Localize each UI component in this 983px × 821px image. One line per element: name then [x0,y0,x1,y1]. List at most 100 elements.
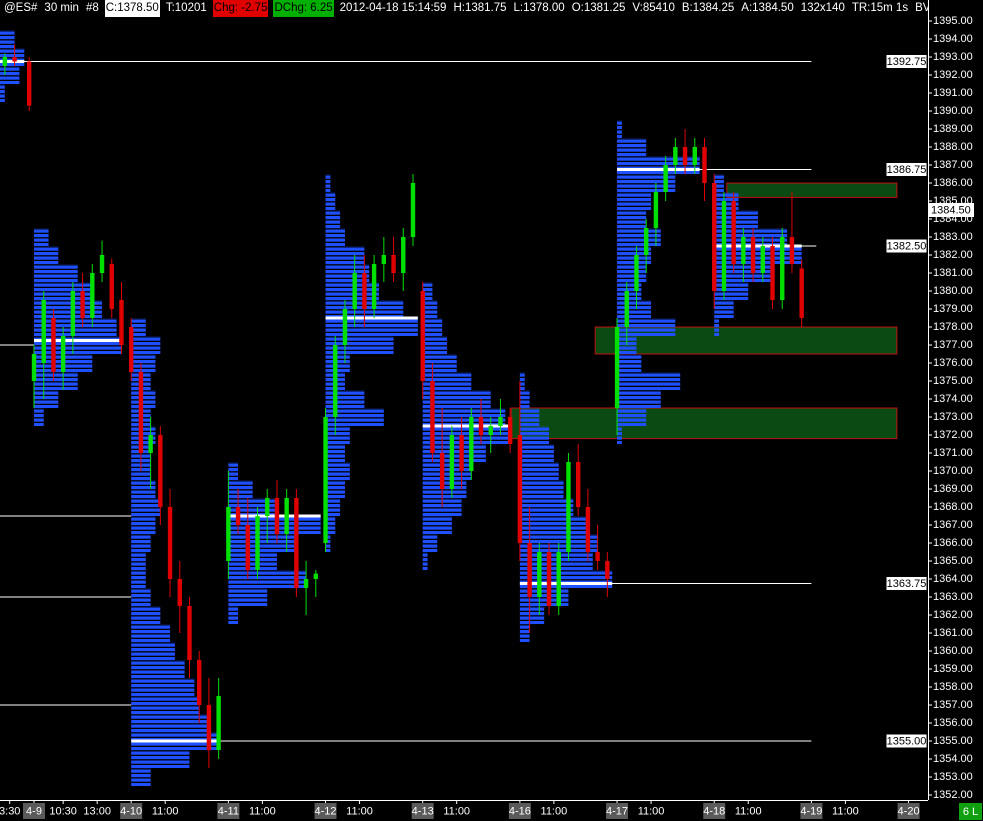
profile-bar [325,408,384,426]
candle-body [401,237,406,273]
x-tick-label: 11:00 [832,805,859,817]
y-tick-label: 1371.00 [933,447,973,459]
header-field: H:1381.75 [453,2,507,14]
x-tick-label: 13:00 [83,805,111,817]
profile-bar [617,210,647,228]
y-tick-label: 1375.00 [933,375,973,387]
y-tick-label: 1394.00 [933,33,973,45]
candle-body [653,192,659,228]
level-label: 1386.75 [887,164,927,176]
y-tick-label: 1381.00 [933,267,973,279]
profile-bar [228,606,239,624]
candle-body [517,435,523,543]
profile-bar [422,534,438,552]
candle-body [226,507,231,561]
header-field: Chg: -2.75 [212,0,269,17]
profile-bar [131,696,200,714]
y-tick-label: 1378.00 [933,321,973,333]
candle-body [469,417,474,471]
level-label: 1392.75 [887,56,927,68]
candle-body [216,696,221,750]
y-tick-label: 1391.00 [933,87,973,99]
candle-body [109,264,114,309]
profile-bar [131,660,185,678]
candle-body [41,300,46,363]
x-tick-label: 4-16 [509,805,531,817]
profile-bar [617,192,652,210]
y-tick-label: 1389.00 [933,123,973,135]
candle-body [333,345,338,417]
candle-body [284,498,289,534]
last-price-box [929,203,974,217]
y-tick-label: 1369.00 [933,483,973,495]
profile-bar [325,462,350,480]
candle-body [585,507,591,552]
profile-bar [325,210,341,228]
y-tick-label: 1387.00 [933,159,973,171]
profile-bar [325,390,365,408]
x-date-box [217,803,240,819]
y-tick-label: 1386.00 [933,177,973,189]
x-date-box [508,803,531,819]
profile-bar [131,642,175,660]
candle-body [60,336,66,372]
profile-bar [131,624,171,642]
profile-bar [617,318,676,336]
profile-bar [422,354,457,372]
profile-bar [34,336,122,354]
profile-bar [131,588,151,606]
y-tick-label: 1362.00 [933,609,973,621]
header-field: C:1378.50 [104,0,160,17]
profile-bar [131,498,161,516]
y-tick-label: 1358.00 [933,681,973,693]
y-tick-label: 1361.00 [933,627,973,639]
x-tick-label: 11:00 [249,805,276,817]
poc-line [422,424,511,428]
profile-bar [228,534,297,552]
candle-body [537,552,542,597]
profile-bar [325,534,331,552]
candle-body [255,516,260,570]
profile-bar [228,462,239,480]
x-tick-label: 11:00 [443,805,470,817]
profile-bar [617,246,652,264]
profile-bar [228,552,277,570]
candle-body [362,273,367,309]
profile-bar [519,444,554,462]
x-tick-label: 4-18 [703,805,725,817]
candle-body [624,291,629,327]
candle-body [741,237,746,264]
candle-body [80,291,85,318]
header-field: 132x140 [800,2,845,14]
profile-bar [422,336,447,354]
candle-body [158,435,163,507]
y-tick-label: 1353.00 [933,771,973,783]
y-tick-label: 1379.00 [933,303,973,315]
header-field: BV:50078 [915,2,928,14]
candle-body [352,273,357,309]
candle-body [595,552,600,561]
candle-body [119,300,124,345]
y-tick-label: 1357.00 [933,699,973,711]
profile-bar [617,372,681,390]
header-field: V:85410 [632,2,675,14]
header-field: @ES# [4,2,38,14]
x-tick-label: 4-20 [898,805,920,817]
profile-bar [422,390,491,408]
profile-bar [325,264,370,282]
candle-body [634,255,639,291]
candle-body [702,147,707,183]
profile-bar [519,426,550,444]
profile-bar [34,372,78,390]
profile-bar [131,678,195,696]
y-tick-label: 1377.00 [933,339,973,351]
candle-body [673,147,678,165]
header-field: L:1378.00 [513,2,565,14]
y-tick-label: 1354.00 [933,753,973,765]
candle-body [663,165,668,192]
profile-bar [325,516,336,534]
last-price-label: 1384.50 [931,204,971,216]
profile-bar [228,588,268,606]
profile-bar [325,318,418,336]
